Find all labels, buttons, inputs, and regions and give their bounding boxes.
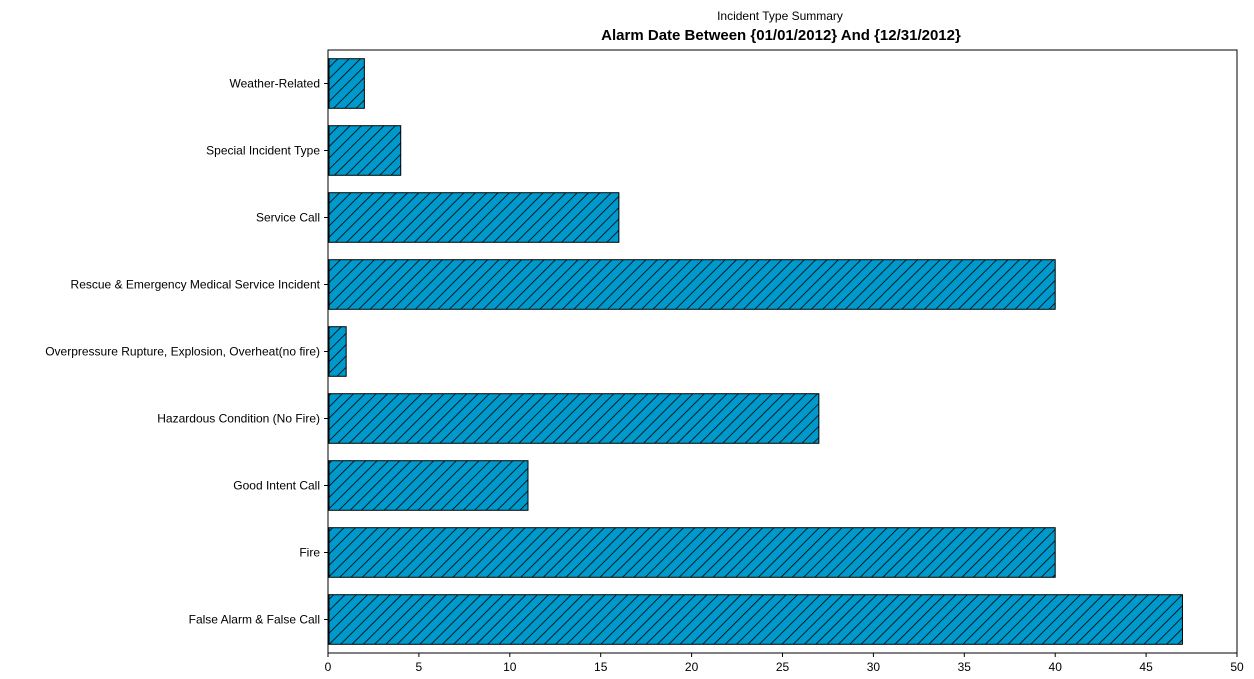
bar-5: [328, 393, 820, 444]
x-tick-label: 0: [325, 660, 332, 674]
bar-8: [328, 594, 1183, 645]
category-label: Service Call: [256, 211, 320, 225]
x-tick-label: 10: [503, 660, 517, 674]
x-axis: 0 5 10 15 20 25 30 35 40 45 50: [325, 653, 1244, 674]
category-labels: Weather-Related Special Incident Type Serv…: [45, 77, 328, 627]
x-tick-label: 15: [594, 660, 608, 674]
category-label: Overpressure Rupture, Explosion, Overhea…: [45, 345, 320, 359]
bar-0: [328, 58, 365, 109]
category-label: Good Intent Call: [233, 479, 320, 493]
bar-4: [328, 326, 347, 377]
x-tick-label: 20: [685, 660, 699, 674]
bar-6: [328, 460, 529, 511]
category-label: Hazardous Condition (No Fire): [157, 412, 320, 426]
category-label: Rescue & Emergency Medical Service Incid…: [71, 278, 321, 292]
bar-1: [328, 125, 402, 176]
x-tick-label: 5: [416, 660, 423, 674]
x-tick-label: 45: [1139, 660, 1153, 674]
category-label: Fire: [299, 546, 320, 560]
x-tick-label: 35: [958, 660, 972, 674]
category-label: Special Incident Type: [206, 144, 320, 158]
bar-3: [328, 259, 1056, 310]
x-tick-label: 30: [867, 660, 881, 674]
bar-2: [328, 192, 620, 243]
x-tick-label: 50: [1230, 660, 1244, 674]
category-label: Weather-Related: [230, 77, 321, 91]
bar-7: [328, 527, 1056, 578]
x-tick-label: 40: [1049, 660, 1063, 674]
x-tick-label: 25: [776, 660, 790, 674]
category-label: False Alarm & False Call: [189, 613, 320, 627]
chart-subtitle: Incident Type Summary: [717, 9, 843, 23]
bars-group: [328, 58, 1183, 645]
chart-title: Alarm Date Between {01/01/2012} And {12/…: [601, 27, 961, 44]
